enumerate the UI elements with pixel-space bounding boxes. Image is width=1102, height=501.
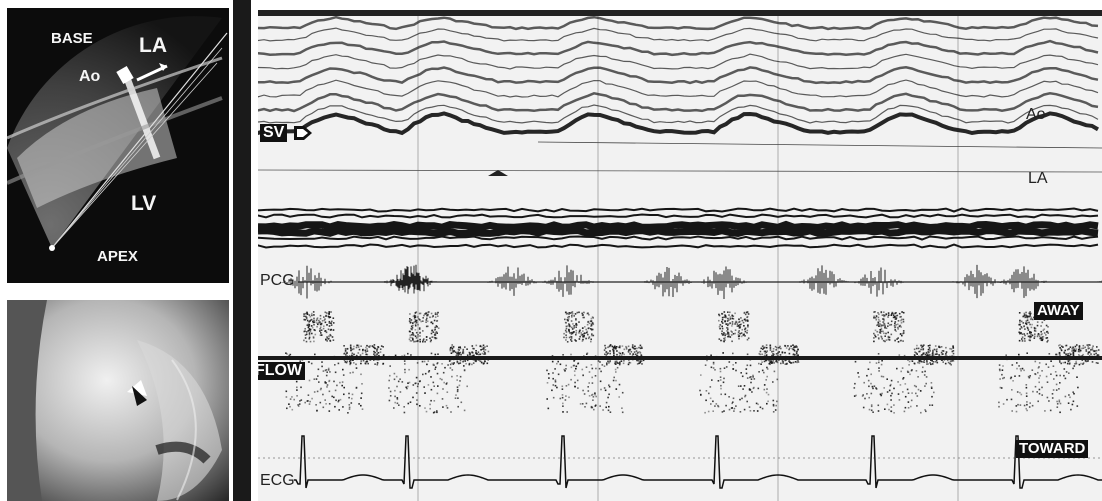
mmode-traces <box>258 10 1102 501</box>
ecg-label: ECG <box>260 472 295 489</box>
base-label: BASE <box>51 30 93 47</box>
la-label: LA <box>139 34 167 57</box>
aortic-root-echoes <box>258 15 1100 136</box>
panel-divider <box>233 0 251 501</box>
toward-label: TOWARD <box>1016 440 1089 458</box>
flow-label: FLOW <box>258 362 306 380</box>
apex-label: APEX <box>97 248 138 265</box>
lv-label: LV <box>131 192 157 215</box>
ao-label: Ao <box>79 68 101 85</box>
sv-arrow-icon <box>294 126 312 140</box>
pcg-trace <box>282 264 1102 299</box>
sv-label: SV <box>260 124 288 142</box>
xray-graphic <box>7 300 229 501</box>
la-arrow-icon <box>488 170 508 176</box>
ao-trace-label: Ao <box>1026 106 1046 123</box>
doppler-flow-signals <box>284 311 1100 414</box>
mmode-doppler-recording: SV Ao LA PCG AWAY FLOW TOWARD ECG <box>258 10 1102 501</box>
ecg-trace <box>294 435 1102 489</box>
la-trace-label: LA <box>1028 170 1048 187</box>
posterior-wall-echoes <box>258 207 1099 249</box>
away-label: AWAY <box>1034 302 1083 320</box>
echo-2d-image: BASE LA Ao LV APEX <box>7 8 229 283</box>
chest-xray-image <box>7 300 229 501</box>
pcg-label: PCG <box>260 272 295 289</box>
echo-sector-graphic <box>7 16 228 251</box>
time-grid <box>417 10 959 501</box>
